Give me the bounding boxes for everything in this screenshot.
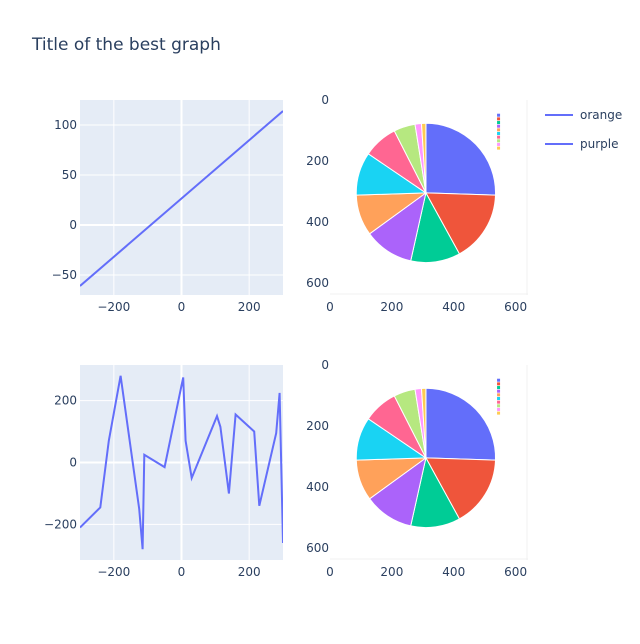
x-tick-label: 200 — [380, 300, 403, 314]
chart-title: Title of the best graph — [31, 35, 221, 55]
y-tick-label: 100 — [54, 118, 77, 132]
pie-legend-swatch-8 — [497, 142, 501, 146]
pie-legend-swatch-8 — [497, 407, 501, 411]
pie-slice-0 — [425, 387, 497, 461]
pie-legend-swatch-4 — [497, 128, 501, 132]
pie-legend-swatch-6 — [497, 135, 501, 139]
pie-legend-swatch-5 — [497, 131, 501, 135]
x-tick-label: 0 — [326, 565, 334, 579]
pie-slice-9 — [420, 122, 427, 193]
x-tick-label: 200 — [238, 300, 261, 314]
y-tick-label: 0 — [69, 456, 77, 470]
x-tick-label: −200 — [97, 565, 130, 579]
pie-slice-1 — [425, 192, 497, 255]
subplot-bottom-left: −200 0 200 −200 0 200 — [44, 365, 283, 579]
x-tick-label: −200 — [97, 300, 130, 314]
pie-legend-swatch-2 — [497, 386, 501, 390]
pie-slice-1 — [425, 457, 497, 520]
pie-legend-swatch-2 — [497, 121, 501, 125]
pie-slice-0 — [425, 122, 497, 196]
pie-legend-swatch-3 — [497, 124, 501, 128]
y-tick-label: 200 — [306, 419, 329, 433]
x-tick-label: 0 — [326, 300, 334, 314]
y-tick-label: −200 — [44, 517, 77, 531]
legend[interactable]: orange purple — [545, 108, 622, 151]
subplot-top-left: −200 0 200 −50 0 50 100 — [52, 100, 283, 314]
pie-legend-swatch-3 — [497, 389, 501, 393]
y-tick-label: 200 — [306, 154, 329, 168]
x-tick-label: 600 — [504, 565, 527, 579]
x-tick-label: 0 — [178, 300, 186, 314]
y-tick-label: 600 — [306, 541, 329, 555]
subplot-bottom-right: 0 200 400 600 0 200 400 600 — [306, 358, 528, 579]
series-line-orange — [80, 110, 283, 287]
pie-legend-swatch-0 — [497, 113, 501, 117]
x-tick-label: 400 — [442, 565, 465, 579]
x-tick-label: 200 — [238, 565, 261, 579]
pie-legend-swatch-1 — [497, 117, 501, 121]
pie-legend-swatch-6 — [497, 400, 501, 404]
pie-legend-swatch-1 — [497, 382, 501, 386]
pie-slice-9 — [420, 387, 427, 458]
y-tick-label: 0 — [321, 93, 329, 107]
x-tick-label: 200 — [380, 565, 403, 579]
y-tick-label: 400 — [306, 215, 329, 229]
y-tick-label: 200 — [54, 394, 77, 408]
pie-legend-swatch-0 — [497, 378, 501, 382]
y-tick-label: 0 — [321, 358, 329, 372]
y-tick-label: 0 — [69, 218, 77, 232]
y-tick-label: 600 — [306, 276, 329, 290]
pie-legend-swatch-5 — [497, 396, 501, 400]
series-line-purple — [80, 375, 283, 550]
pie-legend-swatch-9 — [497, 411, 501, 415]
subplot-top-right: 0 200 400 600 0 200 400 600 — [306, 93, 528, 314]
x-tick-label: 0 — [178, 565, 186, 579]
legend-label-orange: orange — [580, 108, 622, 122]
pie-legend-swatch-4 — [497, 393, 501, 397]
pie-legend-swatch-7 — [497, 139, 501, 143]
y-tick-label: 50 — [62, 168, 77, 182]
x-tick-label: 400 — [442, 300, 465, 314]
y-tick-label: −50 — [52, 268, 77, 282]
pie-legend-swatch-7 — [497, 404, 501, 408]
legend-label-purple: purple — [580, 137, 619, 151]
pie-legend-swatch-9 — [497, 146, 501, 150]
x-tick-label: 600 — [504, 300, 527, 314]
y-tick-label: 400 — [306, 480, 329, 494]
